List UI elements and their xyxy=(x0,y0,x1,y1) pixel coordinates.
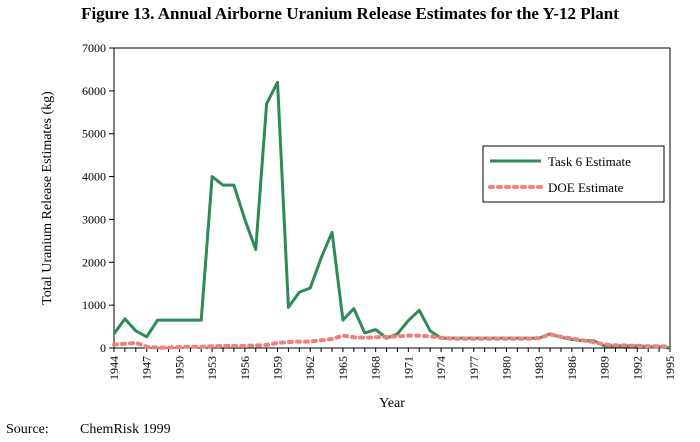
series-line-task6 xyxy=(112,80,671,350)
legend: Task 6 Estimate DOE Estimate xyxy=(482,145,665,203)
x-tick-label: 1986 xyxy=(565,356,579,380)
legend-box xyxy=(482,145,665,203)
x-axis-label: Year xyxy=(379,396,405,411)
x-tick-label: 1944 xyxy=(107,356,121,380)
x-tick-label: 1974 xyxy=(434,356,448,380)
y-tick-label: 7000 xyxy=(82,41,106,55)
y-tick-label: 4000 xyxy=(82,170,106,184)
x-tick-label: 1983 xyxy=(532,356,546,380)
x-tick-label: 1992 xyxy=(630,356,644,380)
y-axis-label: Total Uranium Release Estimates (kg) xyxy=(40,91,55,305)
x-tick-label: 1977 xyxy=(467,356,481,380)
x-tick-label: 1965 xyxy=(336,356,350,380)
series-line-doe xyxy=(112,332,672,350)
y-tick-label: 6000 xyxy=(82,84,106,98)
x-tick-label: 1968 xyxy=(369,356,383,380)
y-tick-label: 3000 xyxy=(82,212,106,226)
y-axis-ticks: 0 1000 2000 3000 4000 5000 6000 7000 xyxy=(82,41,114,355)
source-text: ChemRisk 1999 xyxy=(80,422,171,437)
y-tick-label: 2000 xyxy=(82,255,106,269)
y-tick-label: 1000 xyxy=(82,298,106,312)
x-tick-label: 1989 xyxy=(598,356,612,380)
source-label: Source: xyxy=(6,422,49,437)
source-note: Source: ChemRisk 1999 xyxy=(6,422,171,438)
x-tick-label: 1980 xyxy=(499,356,513,380)
x-tick-label: 1953 xyxy=(205,356,219,380)
x-tick-label: 1956 xyxy=(238,356,252,380)
figure-title: Figure 13. Annual Airborne Uranium Relea… xyxy=(81,4,619,23)
x-tick-label: 1947 xyxy=(140,356,154,380)
x-tick-label: 1962 xyxy=(303,356,317,380)
legend-label-task6: Task 6 Estimate xyxy=(548,154,631,169)
x-tick-label: 1950 xyxy=(172,356,186,380)
y-tick-label: 5000 xyxy=(82,127,106,141)
legend-label-doe: DOE Estimate xyxy=(548,180,624,195)
x-axis-ticks: 1944 1947 1950 1953 1956 1959 1962 1965 1968 1971… xyxy=(107,348,677,380)
series-layer xyxy=(112,80,672,350)
x-tick-label: 1995 xyxy=(663,356,677,380)
y-tick-label: 0 xyxy=(100,341,106,355)
x-tick-label: 1959 xyxy=(271,356,285,380)
plot-frame xyxy=(113,47,671,349)
x-tick-label: 1971 xyxy=(401,356,415,380)
